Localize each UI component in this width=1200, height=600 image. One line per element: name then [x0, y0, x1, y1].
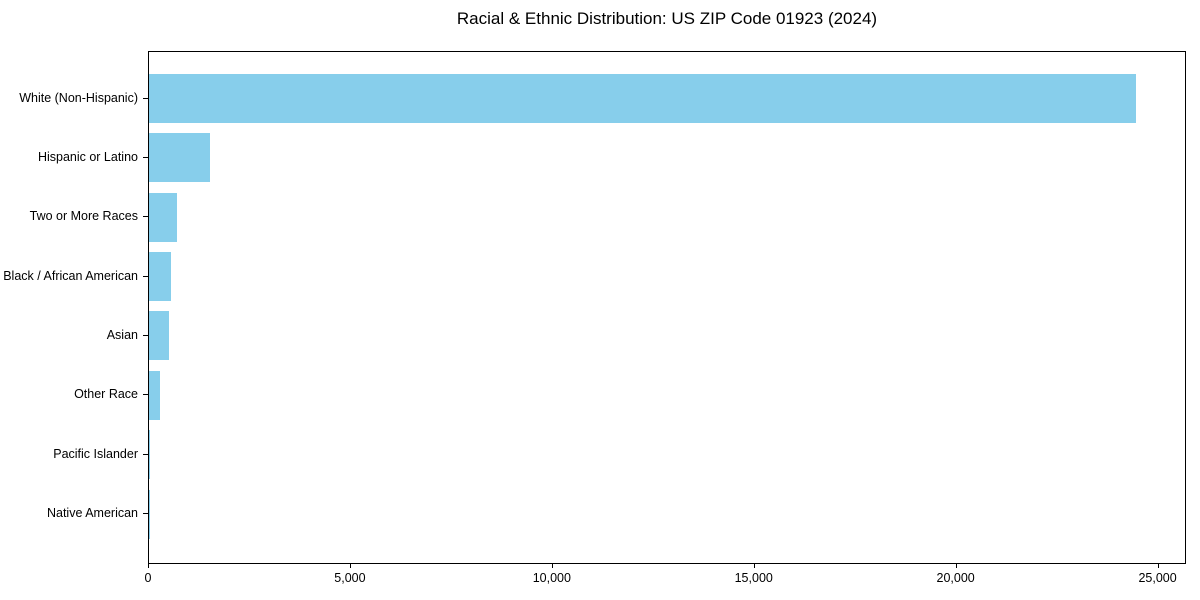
bar-white-non-hispanic: [149, 74, 1136, 123]
y-tick-mark: [143, 97, 148, 99]
y-tick-label: Hispanic or Latino: [37, 149, 138, 164]
x-tick-mark: [551, 563, 553, 568]
bar-asian: [149, 311, 169, 361]
x-tick-mark: [753, 563, 755, 568]
x-tick-mark: [955, 563, 957, 568]
y-tick-label: Two or More Races: [29, 209, 138, 224]
y-tick-label: Pacific Islander: [53, 446, 138, 461]
y-tick-mark: [143, 275, 148, 277]
x-tick-label: 10,000: [532, 571, 571, 585]
y-tick-label: Black / African American: [3, 268, 138, 283]
chart-title: Racial & Ethnic Distribution: US ZIP Cod…: [456, 9, 878, 28]
x-tick-label: 5,000: [334, 571, 366, 585]
bar-pacific-islander: [149, 430, 150, 480]
y-tick-mark: [143, 156, 148, 158]
x-tick-mark: [148, 563, 149, 568]
x-tick-mark: [349, 563, 351, 568]
bar-other-race: [149, 370, 160, 420]
plot-area: [148, 51, 1186, 564]
y-tick-label: White (Non-Hispanic): [19, 90, 138, 105]
bar-black-african-american: [149, 252, 171, 302]
x-tick-label: 15,000: [734, 571, 773, 585]
x-tick-label: 25,000: [1138, 571, 1177, 585]
y-tick-mark: [143, 453, 148, 455]
y-tick-mark: [143, 334, 148, 336]
y-tick-label: Native American: [46, 506, 138, 521]
y-tick-mark: [143, 216, 148, 218]
x-tick-label: 20,000: [936, 571, 975, 585]
y-tick-mark: [143, 394, 148, 396]
x-tick-label: 0: [144, 571, 152, 585]
bar-two-or-more-races: [149, 192, 178, 242]
x-tick-mark: [1157, 563, 1159, 568]
y-tick-label: Asian: [106, 327, 138, 342]
y-tick-mark: [143, 513, 148, 515]
y-tick-label: Other Race: [74, 387, 138, 402]
bar-hispanic-or-latino: [149, 133, 210, 183]
